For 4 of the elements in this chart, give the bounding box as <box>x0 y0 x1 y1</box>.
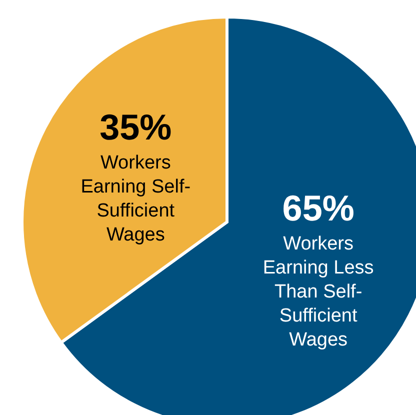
data-label: 65% <box>282 188 354 229</box>
data-label: 35% <box>100 106 172 148</box>
slice-label: Workers Earning Self-Sufficient Wages <box>80 152 191 246</box>
slice-label: Workers Earning Less Than Self-Sufficient Wages <box>262 234 374 351</box>
